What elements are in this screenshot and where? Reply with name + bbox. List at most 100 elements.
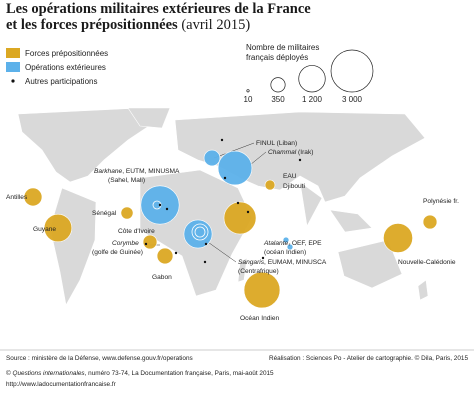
map-label: Gabon [152, 274, 172, 281]
participation-dot [165, 207, 169, 211]
legend-dot [11, 79, 15, 83]
size-legend-label: 1 200 [302, 95, 323, 104]
participation-dot [174, 251, 178, 255]
marker [223, 201, 257, 235]
map-label-part: Barkhane [94, 168, 123, 175]
map-label-part: (océan Indien) [264, 249, 306, 256]
map-label-part: Guyane [33, 226, 56, 233]
map-label: (golfe de Guinée) [92, 249, 143, 256]
title: Les opérations militaires extérieures de… [6, 1, 311, 17]
publication-rest: , numéro 73-74, La Documentation françai… [85, 370, 274, 377]
map-label: Barkhane, EUTM, MINUSMA [94, 168, 180, 175]
participation-dot [220, 138, 224, 142]
map-label: Atalante, OEF, EPE [263, 240, 322, 247]
participation-dot [158, 203, 162, 207]
map-label-part: Sangaris [238, 259, 265, 266]
map-label: (Centrafrique) [238, 268, 279, 275]
map-label: Océan Indien [240, 315, 280, 322]
map-label: Sangaris, EUMAM, MINUSCA [238, 259, 327, 266]
legend-label: Autres participations [25, 77, 97, 86]
map-label: EAU [283, 173, 297, 180]
footer-url: http://www.ladocumentationfrancaise.fr [6, 381, 117, 388]
publication-name: Questions internationales [13, 370, 86, 377]
marker [156, 247, 174, 265]
map-label-part: Océan Indien [240, 315, 280, 322]
size-legend-circle [246, 89, 250, 93]
map-label-part: Nouvelle-Calédonie [398, 259, 456, 266]
participation-dot [236, 201, 240, 205]
marker-ring [194, 226, 206, 238]
marker [383, 223, 413, 253]
participation-dot [261, 256, 265, 260]
legend-label: Opérations extérieures [25, 63, 106, 72]
continents [17, 107, 429, 306]
marker [23, 187, 43, 207]
participation-dot [246, 210, 250, 214]
size-legend-label: 10 [244, 95, 253, 104]
map-label: (Sahel, Mali) [108, 177, 145, 184]
marker [43, 213, 73, 243]
participation-dot [204, 242, 208, 246]
map-label-part: Atalante [263, 240, 289, 247]
map-label-part: , OEF, EPE [288, 240, 322, 247]
map-label: Corymbe [112, 240, 139, 247]
title-date: (avril 2015) [181, 17, 250, 33]
size-legend-circle [270, 77, 286, 93]
marker [264, 179, 276, 191]
map-label-part: Polynésie fr. [423, 198, 459, 205]
map-label-part: (Centrafrique) [238, 268, 279, 275]
map-label: Antilles [6, 194, 28, 201]
marker [217, 150, 253, 186]
legend-label: Forces prépositionnées [25, 49, 108, 58]
size-legend-label: 350 [271, 95, 285, 104]
participation-dot [144, 242, 148, 246]
map-label-part: EAU [283, 173, 297, 180]
marker [422, 214, 438, 230]
map-label-part: (Irak) [296, 149, 313, 156]
map-label: Chammal (Irak) [268, 149, 313, 156]
footer-source: Source : ministère de la Défense, www.de… [6, 355, 193, 362]
map-label-part: Chammal [268, 149, 297, 156]
size-legend-title: français déployés [246, 53, 308, 62]
map-label-part: (golfe de Guinée) [92, 249, 143, 256]
size-legend-title: Nombre de militaires [246, 43, 319, 52]
participation-dot [298, 158, 302, 162]
footer-credit: Réalisation : Sciences Po - Atelier de c… [269, 354, 468, 362]
marker [120, 206, 134, 220]
size-legend-circle [298, 65, 326, 93]
map-label: Djibouti [283, 183, 306, 190]
size-legend-circle [330, 49, 374, 93]
copyright: © [6, 369, 11, 377]
map-label-part: Côte d'Ivoire [118, 228, 155, 235]
map-label-part: , EUTM, MINUSMA [122, 168, 180, 175]
size-legend-label: 3 000 [342, 95, 363, 104]
map-label: Polynésie fr. [423, 198, 459, 205]
marker [243, 271, 281, 309]
marker [286, 243, 294, 251]
map-label-part: Antilles [6, 194, 28, 201]
map-label-part: , EUMAM, MINUSCA [264, 259, 327, 266]
title-text: et les forces prépositionnées [6, 17, 178, 33]
map-label-part: FINUL (Liban) [256, 140, 297, 147]
marker [142, 234, 158, 250]
footer-publication: © Questions internationales, numéro 73-7… [6, 369, 274, 377]
map-label: Sénégal [92, 210, 117, 217]
map-label-part: Sénégal [92, 210, 117, 217]
marker [203, 149, 221, 167]
map-label: FINUL (Liban) [256, 140, 297, 147]
legend-swatch [6, 62, 20, 72]
map-label-part: Corymbe [112, 240, 139, 247]
legend-swatch [6, 48, 20, 58]
marker-ring [191, 223, 209, 241]
marker [282, 236, 290, 244]
participation-dot [223, 176, 227, 180]
map-label-part: Gabon [152, 274, 172, 281]
map-label: Côte d'Ivoire [118, 228, 155, 235]
participation-dot [203, 260, 207, 264]
map-label: Guyane [33, 226, 56, 233]
map-label: Nouvelle-Calédonie [398, 259, 456, 266]
map-label-part: Djibouti [283, 183, 306, 190]
map-label-part: (Sahel, Mali) [108, 177, 145, 184]
marker [183, 219, 213, 249]
